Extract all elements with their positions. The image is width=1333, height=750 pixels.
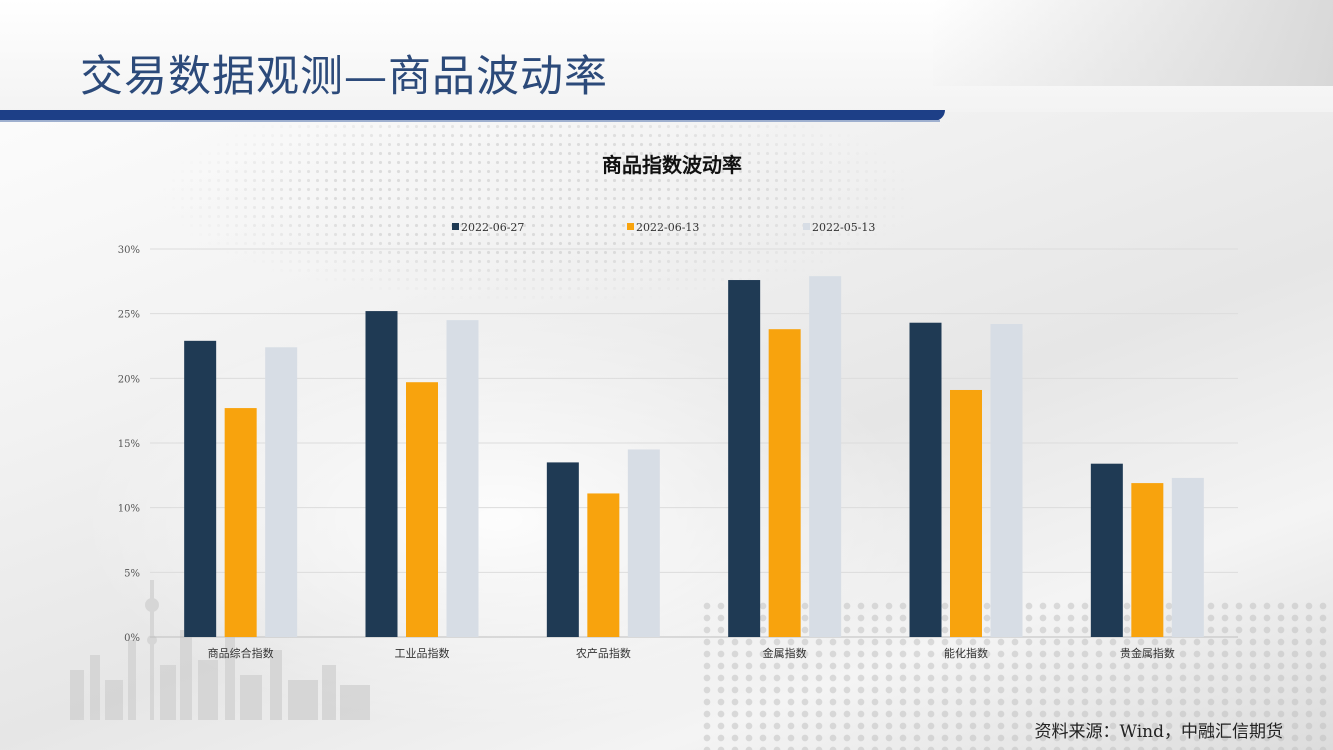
chart-gridlines: [150, 248, 1238, 638]
y-tick-label: 0%: [124, 633, 140, 644]
bar-2022-05-13-金属指数: [809, 276, 842, 637]
legend-label: 2022-06-27: [461, 221, 524, 234]
page-title: 交易数据观测—商品波动率: [80, 52, 608, 102]
y-tick-label: 5%: [124, 568, 140, 579]
x-category-label: 农产品指数: [576, 646, 631, 660]
bar-2022-06-27-能化指数: [909, 322, 942, 637]
city-skyline-decoration: [70, 580, 370, 720]
source-note: 资料来源：Wind，中融汇信期货: [1034, 722, 1283, 742]
title-accent-bar-shadow: [0, 120, 940, 122]
y-tick-label: 10%: [118, 504, 140, 515]
y-tick-label: 15%: [118, 439, 140, 450]
bar-2022-06-27-工业品指数: [365, 311, 398, 637]
bar-2022-06-13-能化指数: [950, 389, 982, 637]
bar-2022-06-27-农产品指数: [546, 462, 579, 637]
bar-2022-05-13-工业品指数: [446, 320, 479, 637]
y-axis-ticks: 0% 5% 10% 15% 20% 25% 30%: [118, 245, 140, 644]
x-category-label: 工业品指数: [395, 646, 450, 660]
x-category-label: 贵金属指数: [1120, 646, 1175, 660]
bar-2022-05-13-农产品指数: [627, 449, 660, 637]
x-category-label: 商品综合指数: [208, 646, 274, 660]
chart-legend: 2022-06-27 2022-06-13 2022-05-13: [452, 221, 875, 234]
legend-swatch: [627, 223, 634, 230]
x-category-label: 能化指数: [944, 646, 988, 660]
chart-title: 商品指数波动率: [602, 153, 742, 177]
bar-2022-06-27-金属指数: [728, 280, 761, 637]
bar-2022-05-13-商品综合指数: [265, 347, 298, 637]
legend-label: 2022-05-13: [812, 221, 875, 234]
header-band: [0, 0, 1333, 112]
world-map-dots-decoration: [160, 95, 920, 310]
bar-2022-05-13-贵金属指数: [1171, 477, 1204, 637]
y-tick-label: 25%: [118, 310, 140, 321]
x-category-label: 金属指数: [763, 646, 807, 660]
legend-swatch: [803, 223, 810, 230]
title-accent-bar: [0, 110, 945, 121]
bar-2022-06-13-工业品指数: [406, 382, 438, 637]
legend-swatch: [452, 223, 459, 230]
bar-2022-06-27-贵金属指数: [1090, 463, 1123, 637]
bar-2022-06-13-商品综合指数: [224, 408, 257, 637]
bar-2022-05-13-能化指数: [990, 324, 1023, 637]
y-tick-label: 30%: [118, 245, 140, 256]
bar-2022-06-27-商品综合指数: [184, 340, 217, 637]
legend-label: 2022-06-13: [636, 221, 699, 234]
bar-2022-06-13-贵金属指数: [1131, 483, 1164, 637]
bar-2022-06-13-金属指数: [768, 329, 801, 637]
bar-2022-06-13-农产品指数: [587, 493, 620, 637]
chart-bars: [184, 276, 1204, 637]
x-axis-labels: 商品综合指数 工业品指数 农产品指数 金属指数 能化指数 贵金属指数: [208, 646, 1175, 660]
y-tick-label: 20%: [118, 374, 140, 385]
